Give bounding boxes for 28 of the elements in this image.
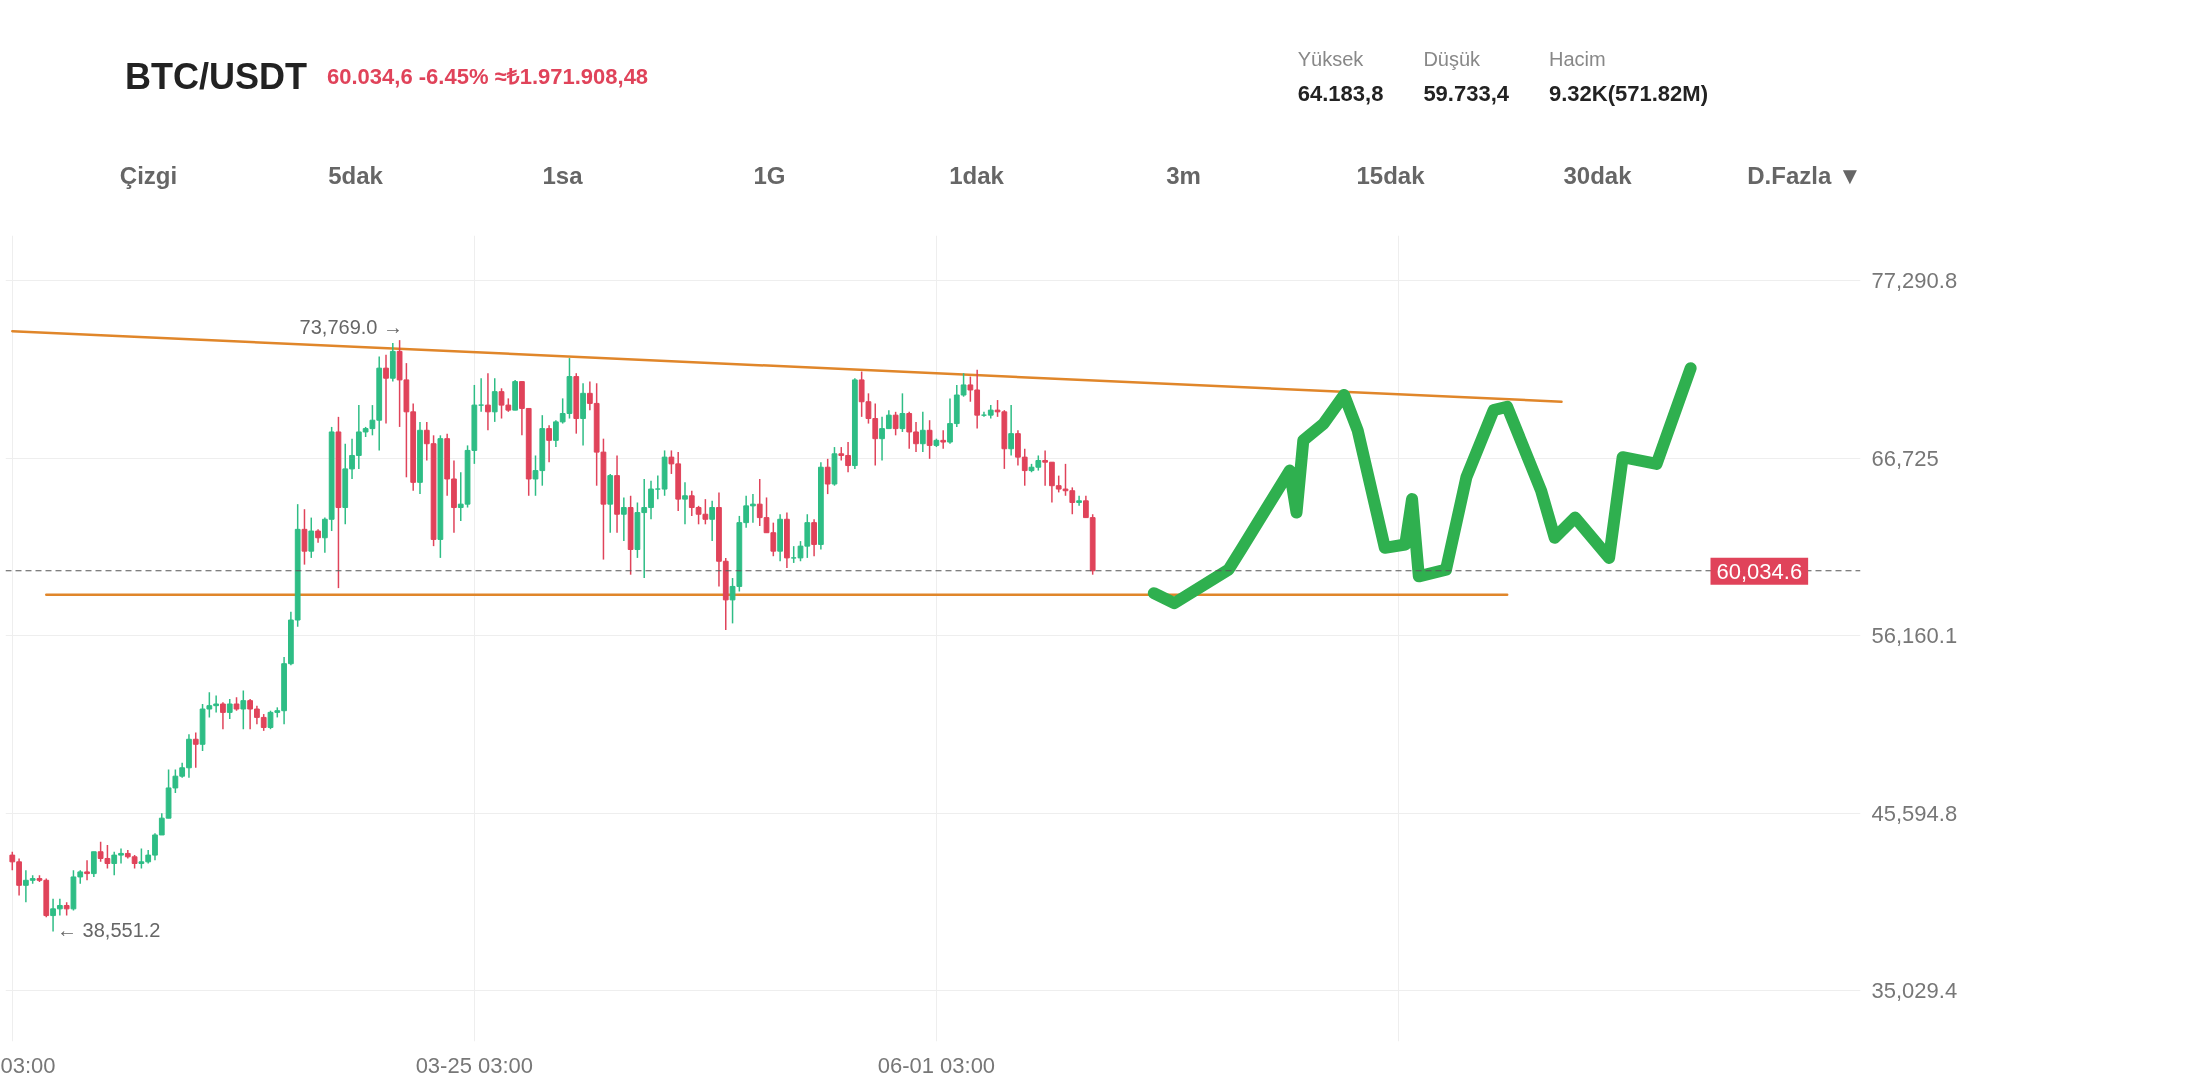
chart-title: BTC/USDT bbox=[125, 55, 307, 100]
y-tick-label: 77,290.8 bbox=[1871, 268, 1958, 294]
x-tick-label: 03:00 bbox=[0, 1052, 56, 1078]
annotation: 73,769.0 → bbox=[299, 316, 404, 339]
text: 30dak bbox=[1562, 161, 1633, 191]
x-tick-label: 03-25 03:00 bbox=[415, 1052, 534, 1078]
ref-line-label: 60,034.6 bbox=[1716, 558, 1803, 584]
text: 64.183,8 bbox=[1297, 79, 1384, 108]
annotation: ← 38,551.2 bbox=[57, 919, 161, 942]
text: 3m bbox=[1165, 161, 1202, 191]
text: Hacim bbox=[1549, 47, 1607, 72]
chart-subtitle: 60.034,6 -6.45% ≈₺1.971.908,48 bbox=[327, 63, 649, 92]
text: Düşük bbox=[1423, 47, 1482, 72]
text: 5dak bbox=[327, 161, 384, 191]
text: Çizgi bbox=[118, 161, 179, 191]
y-tick-label: 66,725 bbox=[1871, 445, 1939, 471]
text: 15dak bbox=[1355, 161, 1426, 191]
text: 1G bbox=[752, 161, 787, 191]
text: 9.32K(571.82M) bbox=[1549, 79, 1708, 108]
text: 1sa bbox=[541, 161, 584, 191]
text: D.Fazla ▼ bbox=[1746, 161, 1863, 191]
text: 59.733,4 bbox=[1423, 79, 1510, 108]
y-tick-label: 45,594.8 bbox=[1871, 800, 1958, 826]
text: Yüksek bbox=[1297, 47, 1365, 72]
y-tick-label: 35,029.4 bbox=[1871, 978, 1958, 1004]
text: 1dak bbox=[948, 161, 1005, 191]
y-tick-label: 56,160.1 bbox=[1871, 623, 1958, 649]
x-tick-label: 06-01 03:00 bbox=[877, 1052, 996, 1078]
